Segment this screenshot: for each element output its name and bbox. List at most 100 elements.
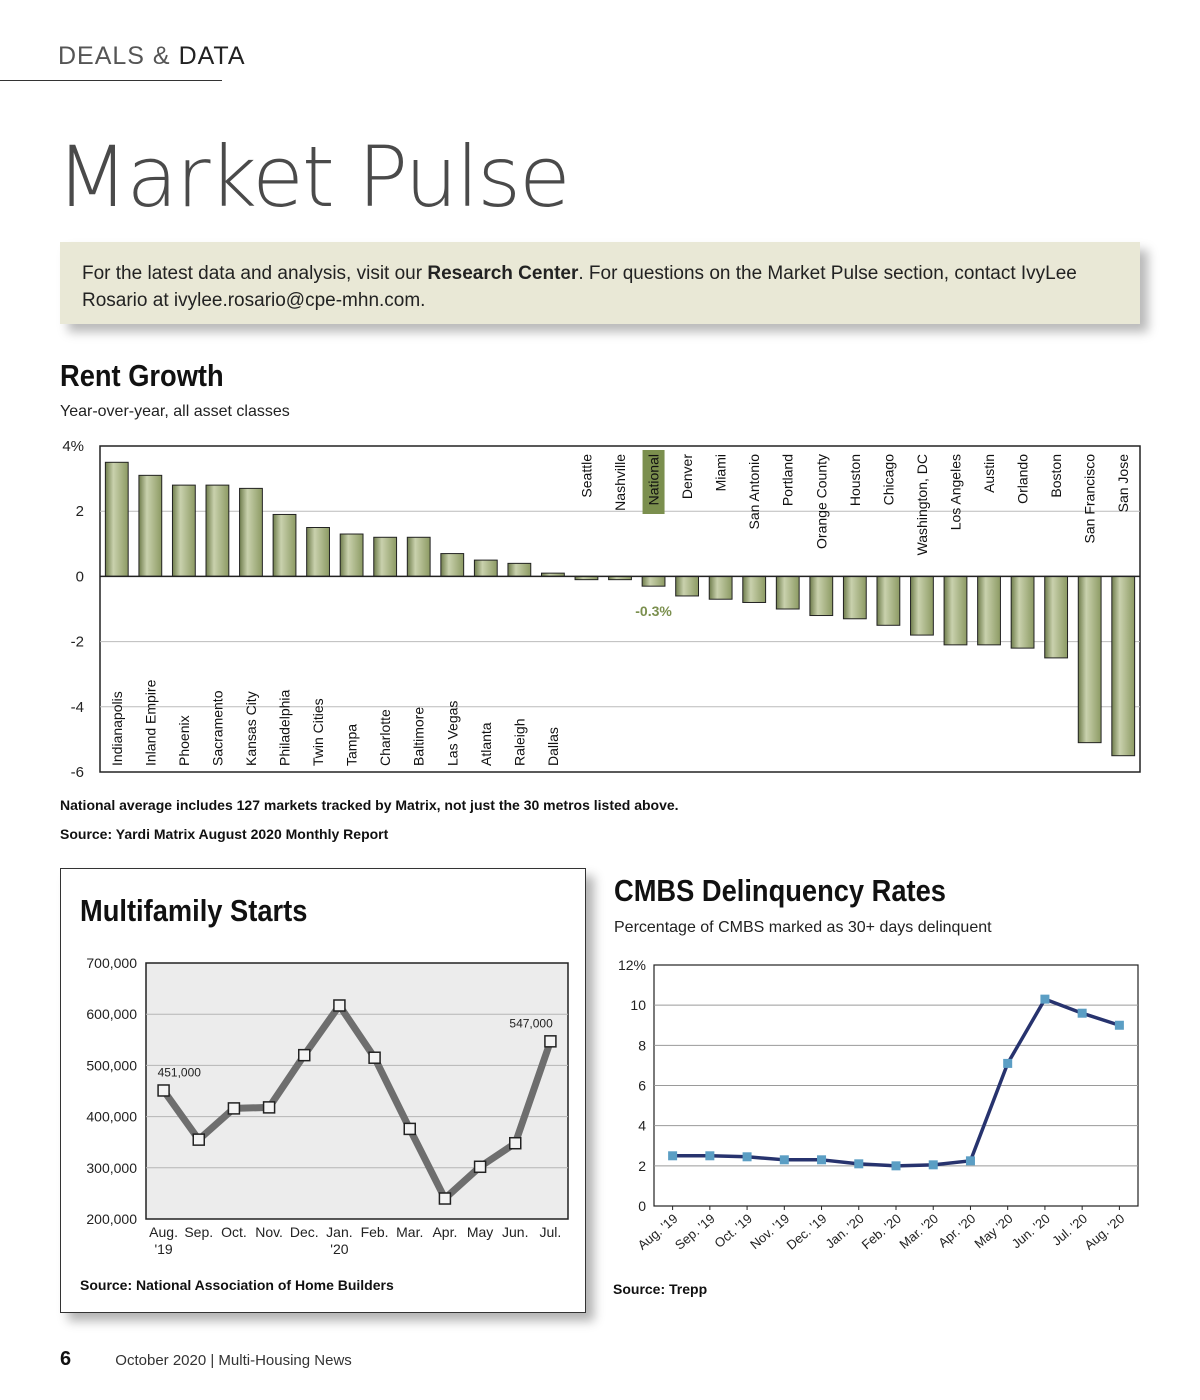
y-tick-label: 0 — [76, 568, 84, 585]
y-tick-label: 4 — [638, 1118, 646, 1134]
x-tick-label: Aug. '20 — [1081, 1211, 1127, 1253]
bar — [306, 527, 330, 577]
x-tick-label: Oct. — [221, 1224, 247, 1240]
bar — [406, 536, 431, 577]
data-point — [1114, 1020, 1124, 1030]
y-tick-label: 10 — [630, 997, 646, 1013]
rent-growth-note: National average includes 127 markets tr… — [60, 797, 679, 813]
bar-category-label: Nashville — [612, 454, 628, 511]
x-tick-label: Aug. '19 — [635, 1211, 681, 1253]
y-tick-label: 600,000 — [86, 1006, 137, 1022]
bar-category-label: Portland — [780, 454, 796, 506]
bar-category-label: Baltimore — [411, 707, 427, 766]
cmbs-source: Source: Trepp — [613, 1281, 708, 1297]
bar-category-label: Austin — [981, 454, 997, 493]
x-tick-label: May '20 — [971, 1211, 1015, 1251]
y-tick-label: -2 — [71, 634, 84, 651]
x-tick-label: Dec. — [290, 1224, 319, 1240]
rent-growth-subtitle: Year-over-year, all asset classes — [60, 403, 290, 420]
data-point — [403, 1122, 416, 1136]
data-point — [473, 1160, 487, 1174]
data-point — [333, 999, 346, 1012]
bar-category-label: Las Vegas — [444, 701, 460, 766]
data-point — [1003, 1058, 1013, 1068]
y-tick-label: 400,000 — [86, 1109, 137, 1125]
data-point — [509, 1136, 522, 1150]
x-tick-label: Nov. — [255, 1224, 283, 1240]
x-tick-label: Mar. — [396, 1224, 423, 1240]
x-tick-label: May — [467, 1224, 493, 1240]
x-tick-label: Aug. — [149, 1224, 178, 1240]
data-point — [817, 1155, 827, 1165]
y-tick-label: -4 — [71, 699, 84, 716]
bar — [138, 474, 163, 577]
bar-category-label: Tampa — [344, 724, 360, 766]
y-tick-label: 0 — [638, 1198, 646, 1214]
bar-category-label: National — [646, 454, 662, 505]
bar-category-label: Los Angeles — [947, 454, 963, 530]
y-tick-label: 6 — [638, 1078, 646, 1094]
data-point — [965, 1156, 975, 1166]
data-point — [368, 1051, 381, 1064]
data-point — [1077, 1008, 1087, 1018]
data-point — [854, 1159, 864, 1169]
bar-category-label: Boston — [1048, 454, 1064, 498]
bar-category-label: San Jose — [1115, 454, 1131, 513]
bar-category-label: Orange County — [813, 454, 829, 549]
y-tick-label: -6 — [71, 764, 84, 781]
cmbs-subtitle: Percentage of CMBS marked as 30+ days de… — [614, 919, 992, 936]
bar-category-label: Dallas — [545, 727, 561, 766]
bar — [675, 575, 700, 597]
x-tick-label: Oct. '19 — [711, 1211, 755, 1251]
y-tick-label: 8 — [638, 1037, 646, 1053]
bar — [708, 575, 733, 600]
data-point — [192, 1133, 205, 1146]
x-tick-label: Dec. '19 — [784, 1211, 830, 1253]
bar-category-label: San Francisco — [1082, 454, 1098, 544]
info-box: For the latest data and analysis, visit … — [60, 242, 1140, 324]
bar — [272, 513, 297, 577]
y-tick-label: 500,000 — [86, 1057, 137, 1073]
bar — [1077, 575, 1102, 744]
bar-category-label: Orlando — [1015, 454, 1031, 504]
bar-category-label: Phoenix — [176, 715, 192, 766]
x-tick-label: Jan. '20 — [822, 1211, 866, 1252]
bar — [977, 575, 1001, 646]
bar — [373, 536, 398, 577]
data-point — [262, 1101, 276, 1114]
section-rule — [0, 80, 222, 81]
rent-growth-title: Rent Growth — [60, 358, 224, 393]
y-tick-label: 2 — [76, 503, 84, 520]
multifamily-starts-title: Multifamily Starts — [80, 893, 308, 928]
section-label: DEALS & DATA — [58, 42, 246, 71]
bar — [1010, 575, 1035, 649]
data-point — [928, 1160, 938, 1170]
bar — [910, 575, 934, 636]
x-tick-label: Mar. '20 — [896, 1211, 941, 1252]
research-center-link[interactable]: Research Center — [427, 263, 579, 284]
data-label: 547,000 — [509, 1016, 553, 1030]
y-tick-label: 2 — [638, 1158, 646, 1174]
bar — [775, 575, 800, 610]
bar — [440, 553, 465, 577]
bar — [205, 484, 230, 577]
data-label: 451,000 — [158, 1065, 202, 1079]
bar — [1044, 575, 1069, 659]
bar-category-label: Denver — [679, 454, 695, 499]
data-point — [227, 1102, 241, 1115]
data-point — [705, 1151, 715, 1161]
multifamily-starts-source: Source: National Association of Home Bui… — [80, 1277, 394, 1293]
bar-category-label: Twin Cities — [310, 698, 326, 766]
multifamily-starts-panel: Multifamily Starts 700,000 600,000 500,000… — [60, 868, 586, 1313]
bar — [171, 484, 196, 577]
y-tick-label: 4% — [62, 438, 84, 455]
bar — [507, 562, 532, 577]
x-tick-label: Jan. — [326, 1224, 352, 1240]
data-point — [1040, 994, 1050, 1004]
cmbs-title: CMBS Delinquency Rates — [614, 873, 946, 908]
x-tick-label: Jul. — [540, 1224, 562, 1240]
y-tick-label: 700,000 — [86, 955, 137, 971]
x-tick-label: Jun. '20 — [1009, 1211, 1053, 1252]
bar-category-label: Inland Empire — [142, 679, 158, 766]
